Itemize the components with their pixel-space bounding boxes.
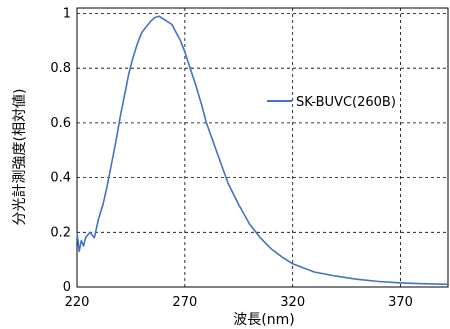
y-tick-label: 0.6 (50, 116, 71, 131)
series-line (76, 15, 449, 286)
axes (76, 7, 449, 288)
y-tick-label: 0 (63, 280, 71, 295)
y-tick-label: 0.8 (50, 61, 71, 76)
x-tick-label: 320 (280, 295, 305, 310)
x-tick-label: 270 (172, 295, 197, 310)
legend-label: SK-BUVC(260B) (296, 95, 396, 110)
y-tick-label: 0.2 (50, 225, 71, 240)
legend: SK-BUVC(260B) (267, 95, 396, 110)
y-axis-title: 分光計測強度(相対値) (12, 89, 28, 226)
tick-labels: 0 0.2 0.4 0.6 0.8 1 220 270 320 370 (50, 6, 413, 310)
plot-frame (76, 7, 449, 288)
x-axis-title: 波長(nm) (233, 312, 294, 328)
y-tick-label: 0.4 (50, 171, 71, 186)
y-tick-label: 1 (63, 6, 71, 21)
x-tick-label: 220 (65, 295, 90, 310)
series-layer (76, 15, 449, 286)
grid-lines (77, 8, 448, 287)
x-tick-label: 370 (388, 295, 413, 310)
